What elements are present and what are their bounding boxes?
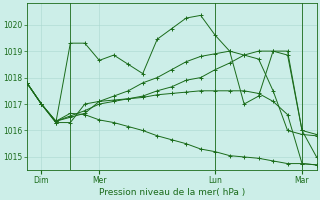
X-axis label: Pression niveau de la mer( hPa ): Pression niveau de la mer( hPa ) — [99, 188, 245, 197]
